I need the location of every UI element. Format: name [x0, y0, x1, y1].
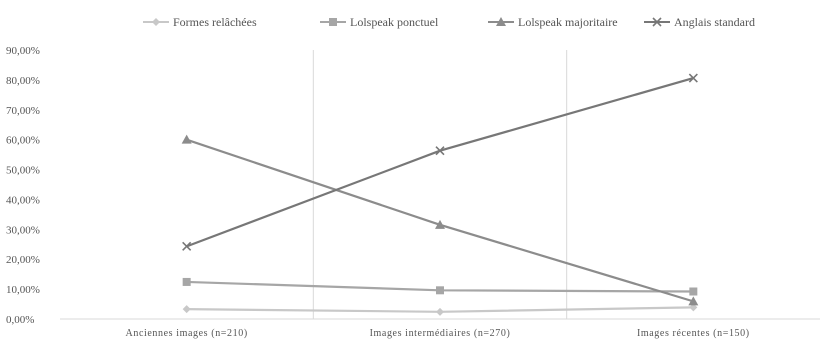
- data-point-lolspeak-majoritaire: [688, 296, 699, 306]
- data-point-anglais-standard: [688, 73, 698, 83]
- series-anglais-standard: [182, 73, 698, 251]
- x-tick-label: Images intermédiaires (n=270): [370, 328, 511, 339]
- series-lolspeak-majoritaire: [181, 134, 699, 306]
- data-point-lolspeak-ponctuel: [182, 277, 191, 286]
- y-tick-label: 60,00%: [6, 135, 40, 147]
- legend-marker: [152, 18, 160, 26]
- y-tick-label: 80,00%: [6, 75, 40, 87]
- data-point-formes-relachees: [436, 307, 444, 316]
- y-tick-label: 0,00%: [6, 314, 34, 326]
- data-point-lolspeak-majoritaire: [181, 134, 192, 144]
- legend-marker: [652, 17, 662, 27]
- legend-label: Anglais standard: [674, 15, 755, 29]
- data-point-lolspeak-ponctuel: [436, 286, 444, 295]
- legend-item-anglais-standard: Anglais standard: [644, 15, 755, 29]
- legend-label: Formes relâchées: [173, 15, 257, 29]
- series-lolspeak-ponctuel: [182, 277, 698, 296]
- data-point-formes-relachees: [182, 305, 191, 314]
- legend: Formes relâchées Lolspeak ponctuel Lolspea…: [143, 15, 755, 29]
- legend-label: Lolspeak majoritaire: [518, 15, 618, 29]
- category-separators: [312, 50, 568, 319]
- y-tick-label: 90,00%: [6, 45, 40, 57]
- y-tick-label: 30,00%: [6, 224, 40, 236]
- y-tick-label: 40,00%: [6, 194, 40, 206]
- legend-marker: [496, 17, 506, 26]
- y-axis-ticks: 0,00% 10,00% 20,00% 30,00% 40,00% 50,00% 60,00…: [6, 45, 40, 326]
- x-axis-ticks: Anciennes images (n=210) Images intermédi…: [126, 328, 750, 339]
- legend-item-lolspeak-majoritaire: Lolspeak majoritaire: [488, 15, 618, 29]
- series-formes-relachees: [182, 303, 698, 316]
- legend-label: Lolspeak ponctuel: [350, 15, 439, 29]
- x-tick-label: Anciennes images (n=210): [126, 328, 248, 339]
- legend-item-lolspeak-ponctuel: Lolspeak ponctuel: [320, 15, 439, 29]
- data-point-anglais-standard: [182, 241, 192, 251]
- legend-marker: [329, 18, 337, 26]
- series-layer: [181, 73, 699, 316]
- data-point-lolspeak-ponctuel: [689, 287, 698, 296]
- legend-item-formes-relachees: Formes relâchées: [143, 15, 257, 29]
- y-tick-label: 50,00%: [6, 165, 40, 177]
- y-tick-label: 20,00%: [6, 254, 40, 266]
- x-tick-label: Images récentes (n=150): [637, 328, 750, 339]
- y-tick-label: 10,00%: [6, 284, 40, 296]
- y-tick-label: 70,00%: [6, 105, 40, 117]
- data-point-anglais-standard: [435, 146, 445, 156]
- data-point-lolspeak-majoritaire: [435, 219, 445, 229]
